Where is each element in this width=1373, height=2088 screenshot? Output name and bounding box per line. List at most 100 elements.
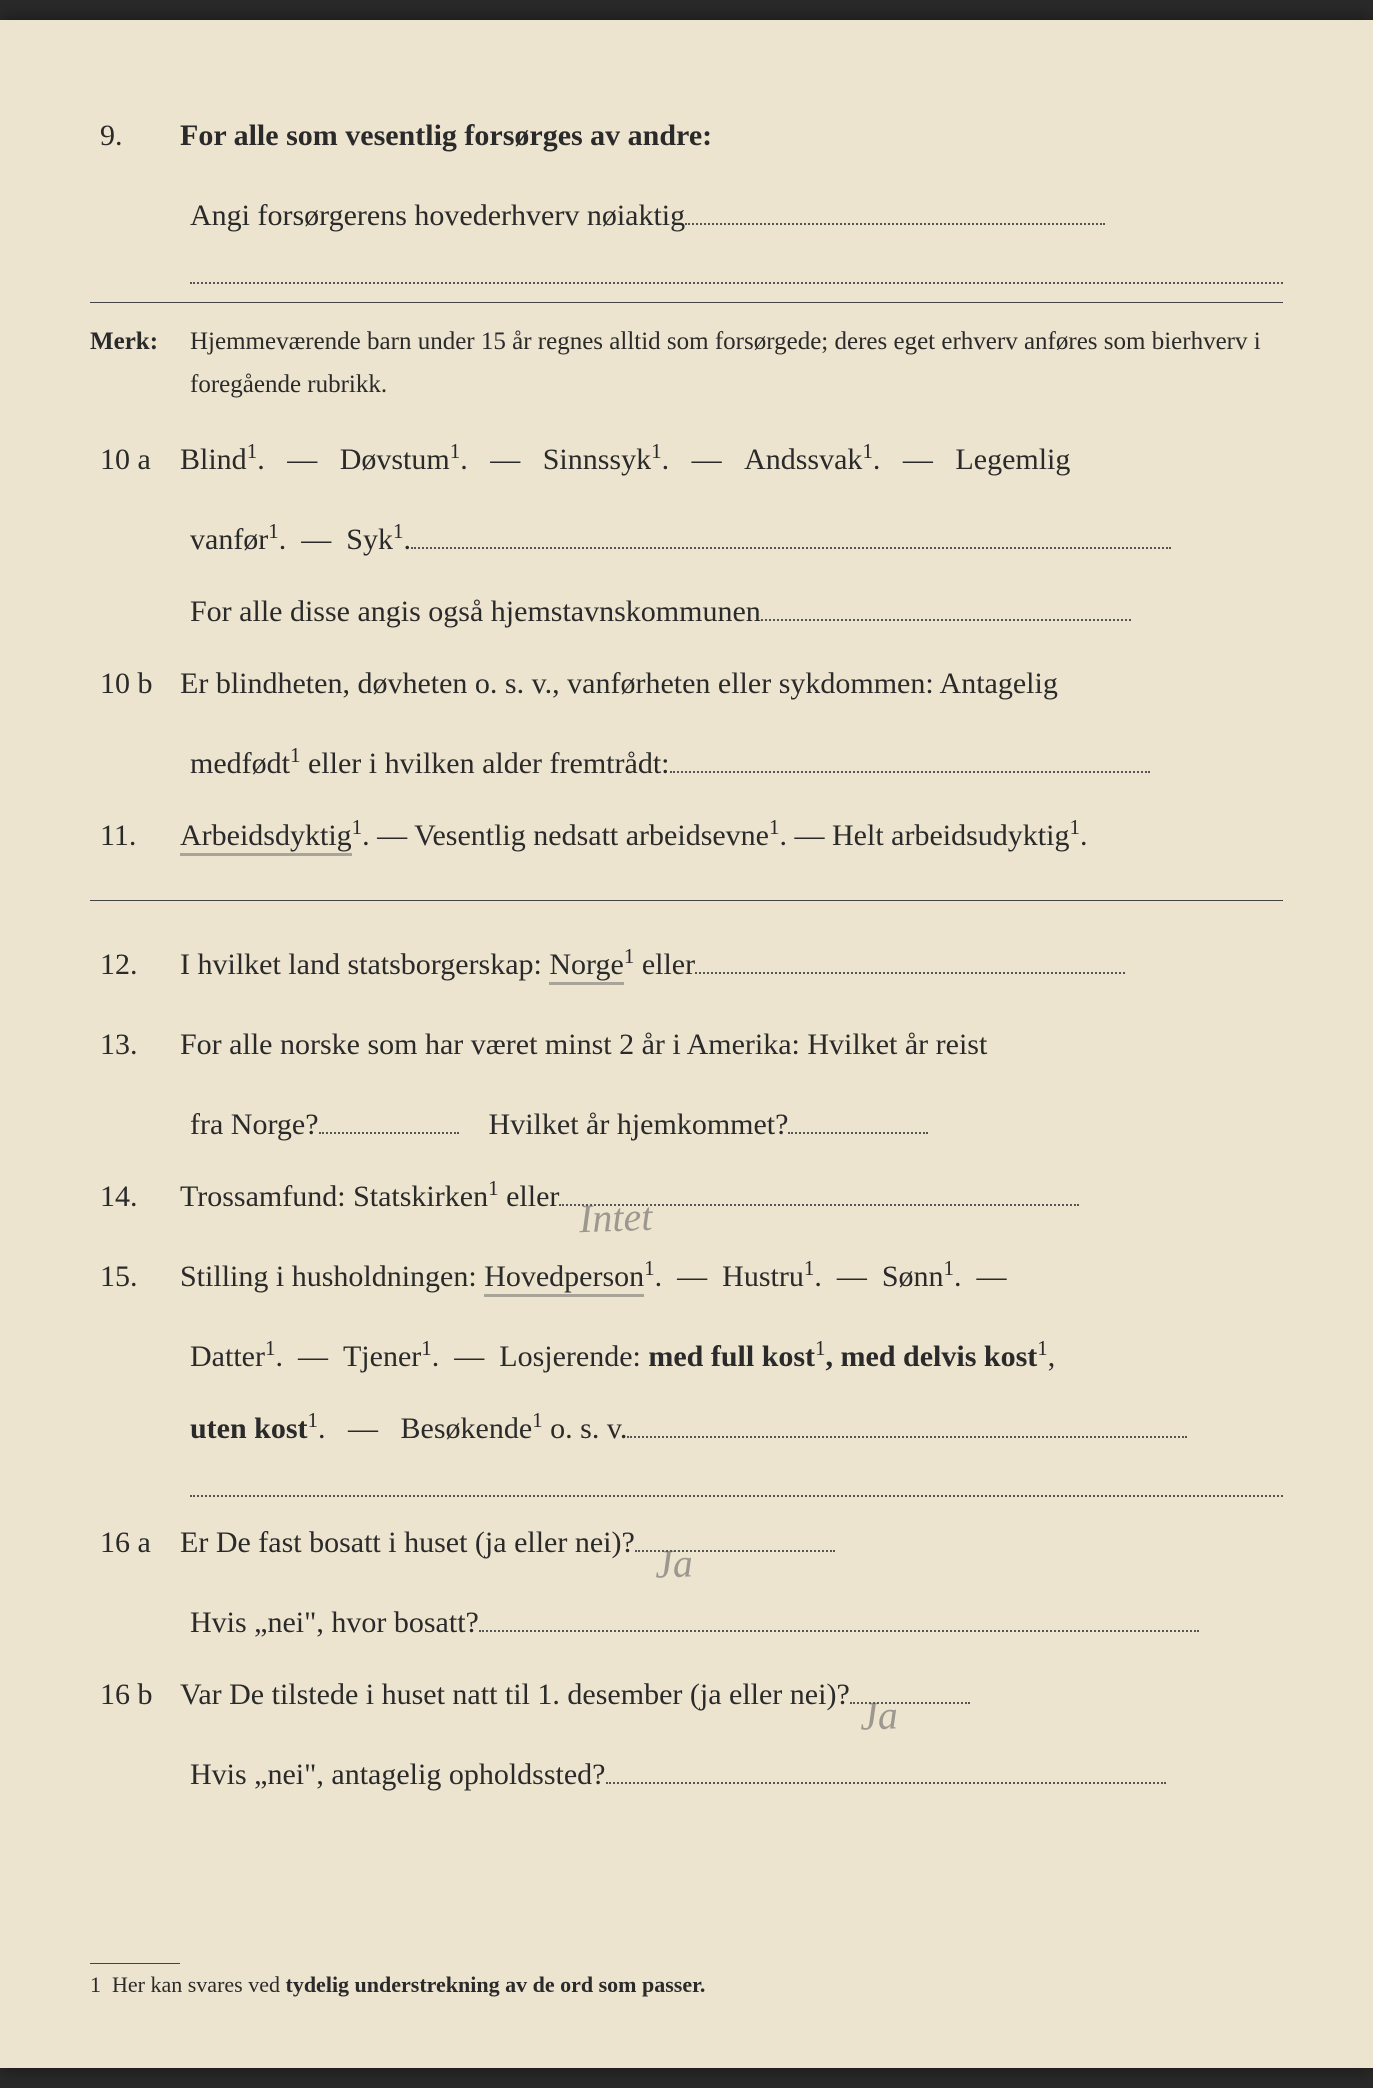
- q15-line3a: uten kost: [190, 1412, 308, 1445]
- q10b-row2: medfødt1 eller i hvilken alder fremtrådt…: [190, 728, 1283, 800]
- q14-num: 14.: [90, 1161, 180, 1233]
- q13-row1: 13. For alle norske som har været minst …: [90, 1009, 1283, 1081]
- q16a-line2: Hvis „nei", hvor bosatt?: [190, 1606, 479, 1639]
- q12-fill: [695, 972, 1125, 974]
- q16a-row2: Hvis „nei", hvor bosatt?: [190, 1587, 1283, 1659]
- q10a-opt3: Sinnssyk: [543, 443, 651, 476]
- q16a-hand: Ja: [653, 1515, 694, 1612]
- q15-line3c: o. s. v.: [543, 1412, 628, 1445]
- q11-mid: — Vesentlig nedsatt arbeidsevne: [370, 819, 769, 852]
- q10a-line2b: Syk: [346, 523, 393, 556]
- q10a-line2a: vanfør: [190, 523, 268, 556]
- q14-tail: eller: [499, 1180, 560, 1213]
- q10a-fill2: [761, 619, 1131, 621]
- q15-line2d: med full kost: [648, 1340, 815, 1373]
- q14-fill: Intet: [559, 1204, 1079, 1206]
- q9-lead: For alle som vesentlig forsørges av andr…: [180, 100, 1283, 172]
- q16b-row2: Hvis „nei", antagelig opholdssted?: [190, 1739, 1283, 1811]
- q10b-line2a: medfødt: [190, 747, 290, 780]
- q10b-row1: 10 b Er blindheten, døvheten o. s. v., v…: [90, 648, 1283, 720]
- q15-lead: Stilling i husholdningen:: [180, 1260, 484, 1293]
- q10a-fill1: [411, 547, 1171, 549]
- q16a-row1: 16 a Er De fast bosatt i huset (ja eller…: [90, 1507, 1283, 1579]
- q13-row2: fra Norge? Hvilket år hjemkommet?: [190, 1089, 1283, 1161]
- q13-line2a: fra Norge?: [190, 1108, 319, 1141]
- q10b-line2b: eller i hvilken alder fremtrådt:: [300, 747, 669, 780]
- q13-line1: For alle norske som har været minst 2 år…: [180, 1009, 1283, 1081]
- q16b-fill2: [606, 1782, 1166, 1784]
- q16a-num: 16 a: [90, 1507, 180, 1579]
- q11-num: 11.: [90, 800, 180, 872]
- q16b-row1: 16 b Var De tilstede i huset natt til 1.…: [90, 1659, 1283, 1731]
- q10a-opt4: Andssvak: [744, 443, 862, 476]
- q16b-num: 16 b: [90, 1659, 180, 1731]
- q11-end: — Helt arbeidsudyktig: [787, 819, 1069, 852]
- q10a-body: Blind1. — Døvstum1. — Sinnssyk1. — Andss…: [180, 424, 1283, 496]
- q9-blank-line: [190, 282, 1283, 284]
- q13-num: 13.: [90, 1009, 180, 1081]
- q10a-opt5: Legemlig: [955, 443, 1070, 476]
- q12-opt: Norge: [549, 948, 623, 985]
- footnote: 1 Her kan svares ved tydelig understrekn…: [90, 1963, 1283, 1998]
- q15-opt2: Hustru: [722, 1260, 804, 1293]
- q15-row1: 15. Stilling i husholdningen: Hovedperso…: [90, 1241, 1283, 1313]
- q15-line2c: Losjerende:: [499, 1340, 648, 1373]
- q10a-line3: For alle disse angis også hjemstavnskomm…: [190, 595, 761, 628]
- q16b-body: Var De tilstede i huset natt til 1. dese…: [180, 1659, 1283, 1731]
- footnote-rule: [90, 1963, 180, 1964]
- q16b-line1: Var De tilstede i huset natt til 1. dese…: [180, 1678, 850, 1711]
- q15-num: 15.: [90, 1241, 180, 1313]
- q15-body1: Stilling i husholdningen: Hovedperson1. …: [180, 1241, 1283, 1313]
- q13-line2b: Hvilket år hjemkommet?: [489, 1108, 789, 1141]
- q15-line2a: Datter: [190, 1340, 265, 1373]
- q9-fill: [685, 223, 1105, 225]
- q14-body: Trossamfund: Statskirken1 ellerIntet: [180, 1161, 1283, 1233]
- q10b-fill: [670, 771, 1150, 773]
- q10a-row2: vanfør1. — Syk1.: [190, 504, 1283, 576]
- footnote-marker: 1: [90, 1972, 101, 1997]
- q16a-fill2: [479, 1630, 1199, 1632]
- q13-fill1: [319, 1132, 459, 1134]
- q16a-fill1: Ja: [635, 1550, 835, 1552]
- q14-handwritten: Intet: [578, 1169, 655, 1268]
- q12-tail: eller: [634, 948, 695, 981]
- q12-lead: I hvilket land statsborgerskap:: [180, 948, 549, 981]
- census-form-page: 9. For alle som vesentlig forsørges av a…: [0, 20, 1373, 2068]
- q12-num: 12.: [90, 929, 180, 1001]
- q9-row2: Angi forsørgerens hovederhverv nøiaktig: [190, 180, 1283, 252]
- q15-row2: Datter1. — Tjener1. — Losjerende: med fu…: [190, 1321, 1283, 1393]
- q13-fill2: [788, 1132, 928, 1134]
- q15-line2b: Tjener: [343, 1340, 421, 1373]
- q11-body: Arbeidsdyktig1. — Vesentlig nedsatt arbe…: [180, 800, 1283, 872]
- q10a-opt1: Blind: [180, 443, 247, 476]
- q16b-hand: Ja: [858, 1667, 899, 1764]
- merk-text: Hjemmeværende barn under 15 år regnes al…: [190, 321, 1283, 406]
- q10a-row3: For alle disse angis også hjemstavnskomm…: [190, 576, 1283, 648]
- q9-line2: Angi forsørgerens hovederhverv nøiaktig: [190, 199, 685, 232]
- q9-num: 9.: [90, 100, 180, 172]
- q16a-line1: Er De fast bosatt i huset (ja eller nei)…: [180, 1526, 635, 1559]
- q15-line3b: Besøkende: [401, 1412, 533, 1445]
- divider-after-9: [90, 302, 1283, 303]
- q9-row1: 9. For alle som vesentlig forsørges av a…: [90, 100, 1283, 172]
- q15-row3: uten kost1. — Besøkende1 o. s. v.: [190, 1393, 1283, 1465]
- q10b-num: 10 b: [90, 648, 180, 720]
- footnote-text: Her kan svares ved tydelig understreknin…: [112, 1972, 705, 1997]
- q12-body: I hvilket land statsborgerskap: Norge1 e…: [180, 929, 1283, 1001]
- q14-lead: Trossamfund: Statskirken: [180, 1180, 488, 1213]
- q15-blank-line: [190, 1495, 1283, 1497]
- q11-row: 11. Arbeidsdyktig1. — Vesentlig nedsatt …: [90, 800, 1283, 872]
- q10a-row1: 10 a Blind1. — Døvstum1. — Sinnssyk1. — …: [90, 424, 1283, 496]
- merk-row: Merk: Hjemmeværende barn under 15 år reg…: [90, 321, 1283, 406]
- q14-row: 14. Trossamfund: Statskirken1 ellerIntet: [90, 1161, 1283, 1233]
- q16b-fill1: Ja: [850, 1702, 970, 1704]
- q16b-line2: Hvis „nei", antagelig opholdssted?: [190, 1758, 606, 1791]
- q15-fill: [627, 1436, 1187, 1438]
- q10a-num: 10 a: [90, 424, 180, 496]
- q16a-body: Er De fast bosatt i huset (ja eller nei)…: [180, 1507, 1283, 1579]
- q11-opt1: Arbeidsdyktig: [180, 819, 352, 856]
- q15-line2e: , med delvis kost: [826, 1340, 1038, 1373]
- q12-row: 12. I hvilket land statsborgerskap: Norg…: [90, 929, 1283, 1001]
- q15-opt3: Sønn: [882, 1260, 944, 1293]
- q10b-line1: Er blindheten, døvheten o. s. v., vanfør…: [180, 648, 1283, 720]
